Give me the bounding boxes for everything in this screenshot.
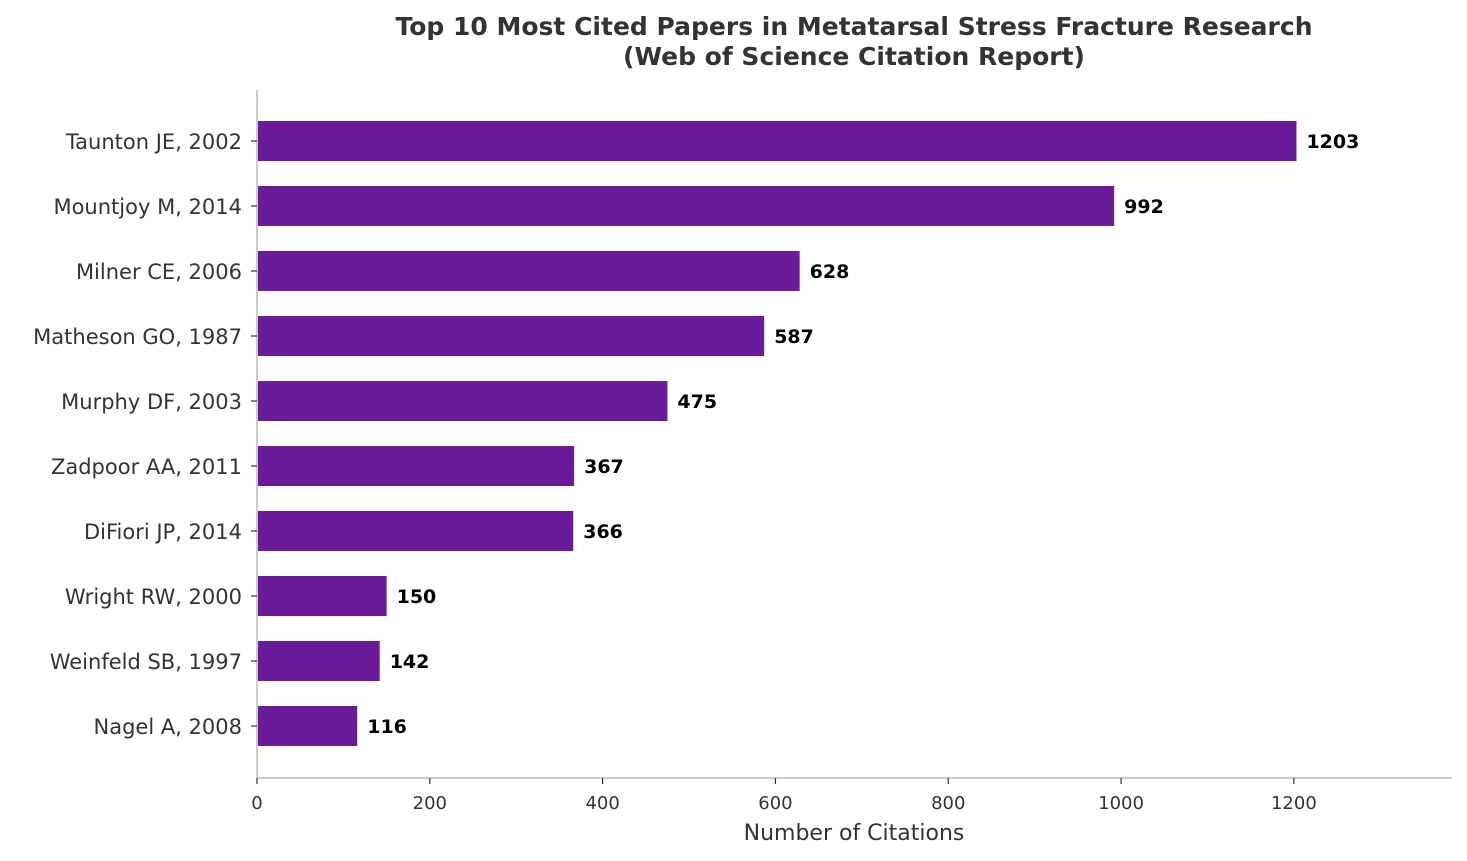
- value-label: 628: [810, 261, 850, 283]
- x-tick-label: 600: [758, 793, 792, 814]
- category-label: Mountjoy M, 2014: [53, 195, 242, 219]
- x-axis: 0 200 400 600 800 1000 1200: [251, 777, 1452, 814]
- x-tick-label: 1000: [1098, 793, 1144, 814]
- bar: [258, 511, 574, 551]
- x-axis-label: Number of Citations: [744, 821, 965, 846]
- value-labels: 1203 992 628 587 475 367 366 150 142 116: [367, 131, 1359, 738]
- chart-title-line-1: Top 10 Most Cited Papers in Metatarsal S…: [396, 12, 1313, 41]
- x-tick-label: 1200: [1271, 793, 1317, 814]
- category-label: Zadpoor AA, 2011: [51, 455, 242, 479]
- bar: [258, 186, 1115, 226]
- category-label: Nagel A, 2008: [94, 715, 243, 739]
- bar: [258, 576, 387, 616]
- bar: [258, 706, 358, 746]
- category-label: Wright RW, 2000: [65, 585, 242, 609]
- bar: [258, 446, 575, 486]
- bar: [258, 251, 800, 291]
- value-label: 366: [583, 521, 623, 543]
- x-tick-label: 400: [585, 793, 619, 814]
- x-tick-label: 800: [931, 793, 965, 814]
- value-label: 142: [390, 651, 430, 673]
- chart-title-line-2: (Web of Science Citation Report): [623, 42, 1085, 71]
- bar: [258, 381, 668, 421]
- bar: [258, 641, 380, 681]
- x-tick-label: 200: [413, 793, 447, 814]
- bar: [258, 121, 1297, 161]
- category-label: Weinfeld SB, 1997: [50, 650, 242, 674]
- value-label: 150: [397, 586, 437, 608]
- chart-title: Top 10 Most Cited Papers in Metatarsal S…: [396, 12, 1313, 71]
- category-label: Taunton JE, 2002: [65, 130, 242, 154]
- y-axis: Taunton JE, 2002 Mountjoy M, 2014 Milner C…: [33, 90, 258, 778]
- value-label: 992: [1124, 196, 1164, 218]
- category-label: Matheson GO, 1987: [33, 325, 242, 349]
- bar: [258, 316, 765, 356]
- category-label: DiFiori JP, 2014: [84, 520, 242, 544]
- x-tick-label: 0: [251, 793, 262, 814]
- value-label: 116: [367, 716, 407, 738]
- value-label: 587: [774, 326, 814, 348]
- value-label: 475: [677, 391, 717, 413]
- value-label: 367: [584, 456, 624, 478]
- category-label: Milner CE, 2006: [76, 260, 242, 284]
- value-label: 1203: [1306, 131, 1359, 153]
- category-label: Murphy DF, 2003: [61, 390, 242, 414]
- bar-series: [258, 121, 1297, 746]
